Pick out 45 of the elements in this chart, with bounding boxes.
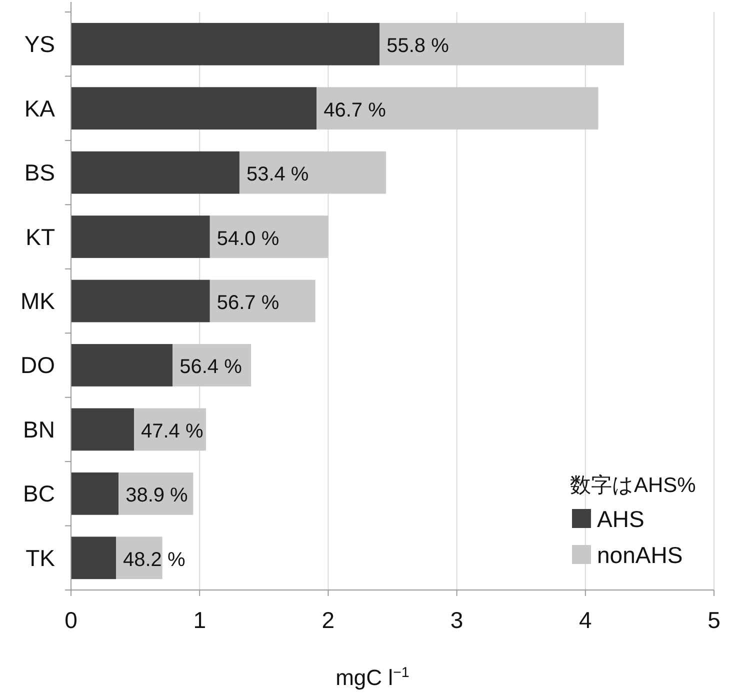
bar (71, 344, 173, 386)
y-tick-label: MK (20, 288, 56, 314)
y-tick-label: KT (26, 224, 55, 250)
y-tick-label: BN (23, 416, 55, 442)
x-axis-title: mgC l$^{−1}$ (336, 665, 410, 690)
y-tick-label: BC (23, 480, 55, 507)
bar (116, 536, 162, 580)
annotation: 56.7 % (216, 292, 280, 314)
bar (316, 87, 598, 130)
x-tick-label: 2 (322, 607, 335, 633)
annotation: 46.7 % (324, 99, 386, 122)
bar (71, 408, 134, 451)
x-tick-label: 3 (450, 607, 464, 633)
y-tick-label: BS (24, 160, 55, 186)
x-tick-label: 4 (579, 607, 592, 633)
bar (210, 216, 328, 258)
bar (71, 216, 210, 258)
bar (71, 87, 317, 130)
x-tick-label: 1 (193, 607, 206, 633)
y-tick-label: YS (24, 31, 55, 58)
bar (71, 472, 119, 515)
x-tick-label: 5 (708, 607, 720, 633)
bar (134, 408, 206, 451)
annotation: 53.4 % (246, 164, 309, 186)
bar (71, 536, 116, 580)
legend-label: nonAHS (597, 542, 683, 568)
legend-title: 数字はAHS% (570, 474, 696, 497)
y-tick-label: DO (20, 352, 55, 378)
annotation: 48.2 % (123, 548, 186, 571)
annotation: 54.0 % (216, 228, 280, 250)
x-tick-label: 0 (64, 607, 78, 633)
bar (210, 280, 316, 322)
y-tick-label: TK (26, 544, 56, 571)
y-tick-label: KA (24, 95, 56, 122)
annotation: 47.4 % (141, 420, 204, 442)
bar (71, 22, 380, 66)
annotation: 55.8 % (386, 35, 450, 58)
bar (172, 344, 252, 386)
bar (380, 22, 624, 66)
legend-label: AHS (597, 506, 644, 532)
bar (71, 151, 240, 194)
annotation: 56.4 % (180, 356, 242, 378)
bar (71, 280, 210, 322)
annotation: 38.9 % (126, 484, 188, 507)
bar (239, 151, 386, 194)
